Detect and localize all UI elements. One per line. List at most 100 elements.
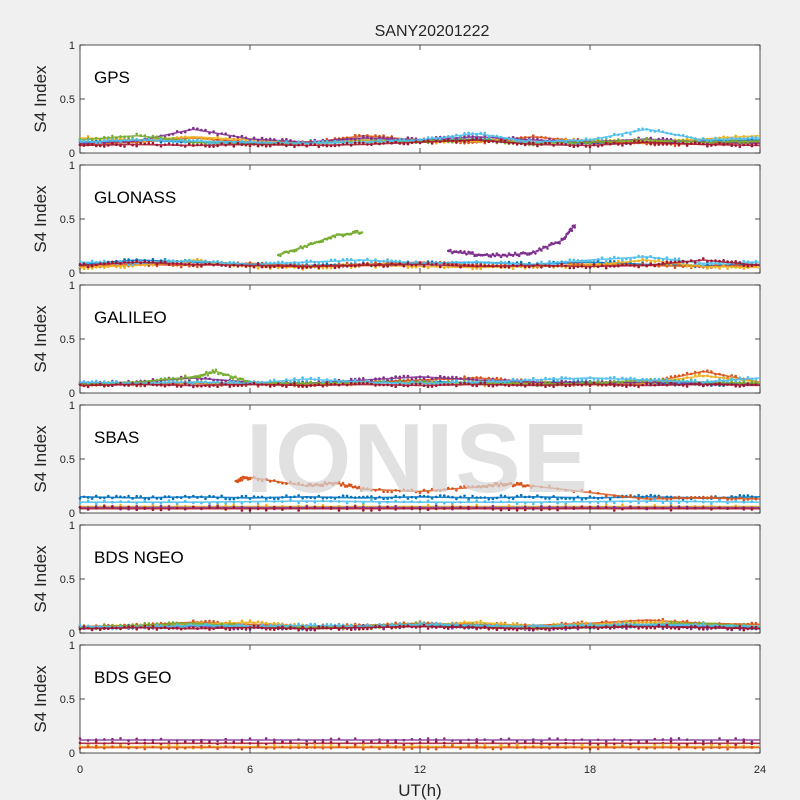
y-tick-label: 0.5 xyxy=(60,214,75,226)
data-point xyxy=(519,382,523,386)
data-point xyxy=(224,137,227,140)
data-point xyxy=(86,624,90,628)
data-point xyxy=(588,142,592,145)
data-point xyxy=(303,244,306,248)
data-point xyxy=(746,494,750,497)
data-point xyxy=(175,380,179,384)
data-point xyxy=(479,376,483,379)
data-point xyxy=(689,382,693,386)
data-point xyxy=(188,262,191,266)
data-point xyxy=(131,263,134,267)
data-point xyxy=(234,375,237,379)
data-point xyxy=(264,503,268,507)
data-point xyxy=(621,507,624,511)
data-point xyxy=(475,485,479,489)
data-point xyxy=(378,136,381,140)
data-point xyxy=(366,257,369,261)
data-point xyxy=(86,135,90,138)
data-point xyxy=(491,497,495,501)
data-point xyxy=(499,255,503,259)
data-point xyxy=(521,251,525,254)
data-point xyxy=(475,496,479,499)
data-point xyxy=(289,263,292,267)
data-point xyxy=(552,385,555,389)
data-point xyxy=(252,136,256,140)
data-point xyxy=(103,380,106,383)
data-point xyxy=(629,264,632,267)
data-point xyxy=(179,265,183,269)
data-point xyxy=(333,378,337,381)
data-point xyxy=(625,142,628,145)
data-point xyxy=(722,374,725,377)
data-point xyxy=(487,261,491,265)
data-point xyxy=(313,263,317,267)
data-point xyxy=(323,237,327,241)
data-point xyxy=(98,382,102,386)
data-point xyxy=(738,376,742,380)
data-point xyxy=(159,141,163,144)
data-point xyxy=(311,484,315,488)
data-point xyxy=(665,498,669,501)
data-point xyxy=(511,254,515,257)
data-point xyxy=(155,378,159,382)
data-point xyxy=(718,372,721,376)
data-point xyxy=(568,258,572,262)
data-point xyxy=(702,506,705,510)
data-point xyxy=(742,137,746,141)
data-point xyxy=(564,260,567,264)
data-point xyxy=(358,381,361,385)
data-point xyxy=(479,261,483,264)
data-point xyxy=(519,142,523,145)
data-point xyxy=(143,260,147,263)
y-axis-label: S4 Index xyxy=(31,185,50,253)
data-point xyxy=(548,381,551,385)
data-point xyxy=(229,376,232,380)
data-point xyxy=(390,136,394,140)
data-point xyxy=(451,380,454,383)
data-point xyxy=(175,378,179,382)
data-point xyxy=(608,382,612,385)
data-point xyxy=(438,137,442,141)
data-point xyxy=(358,141,361,145)
data-point xyxy=(248,265,252,268)
data-point xyxy=(505,254,509,258)
data-point xyxy=(738,382,742,385)
data-point xyxy=(370,495,373,498)
data-point xyxy=(459,265,462,269)
data-point xyxy=(681,133,685,137)
data-point xyxy=(673,266,677,270)
data-point xyxy=(151,263,155,267)
data-point xyxy=(434,262,438,266)
data-point xyxy=(495,252,499,255)
data-point xyxy=(556,383,559,386)
data-point xyxy=(540,249,543,252)
data-point xyxy=(325,144,329,148)
data-point xyxy=(426,136,430,139)
data-point xyxy=(216,380,219,384)
data-point xyxy=(629,142,632,146)
data-point xyxy=(536,140,539,143)
data-point xyxy=(321,385,325,388)
data-point xyxy=(252,381,256,385)
data-point xyxy=(422,138,426,141)
data-point xyxy=(645,497,648,500)
data-point xyxy=(200,385,203,388)
data-point xyxy=(722,383,725,387)
data-point xyxy=(98,262,102,265)
data-point xyxy=(179,380,183,384)
data-point xyxy=(493,254,497,258)
data-point xyxy=(353,496,357,499)
data-point xyxy=(224,502,227,505)
data-point xyxy=(661,261,665,265)
data-point xyxy=(293,145,296,149)
data-point xyxy=(382,259,385,263)
data-point xyxy=(689,136,693,139)
data-point xyxy=(159,504,163,508)
data-point xyxy=(268,261,272,265)
data-point xyxy=(143,384,147,388)
data-point xyxy=(301,497,304,500)
data-point xyxy=(463,620,466,623)
data-point xyxy=(418,494,422,498)
data-point xyxy=(746,498,750,501)
data-point xyxy=(471,485,474,488)
